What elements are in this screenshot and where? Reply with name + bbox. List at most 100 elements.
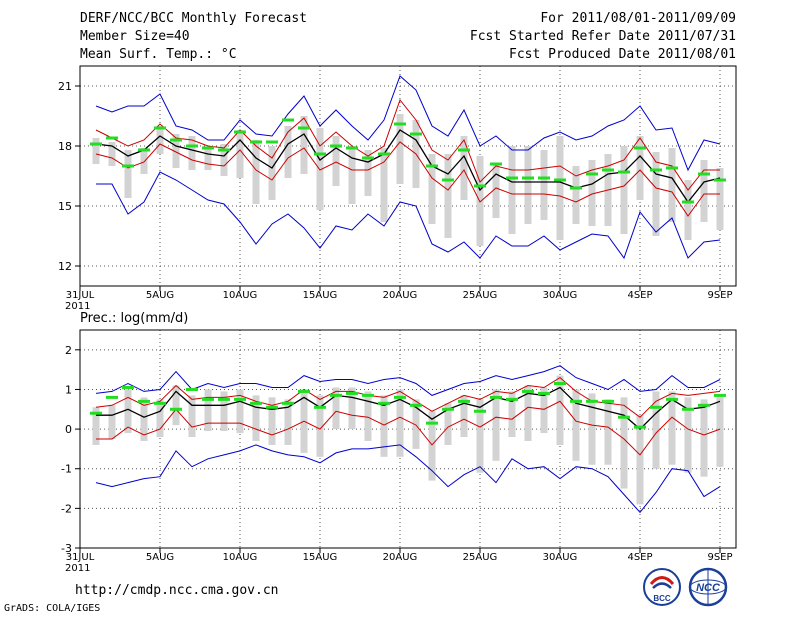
range-box xyxy=(428,154,436,224)
member-marker xyxy=(602,168,614,172)
bcc-logo-text: BCC xyxy=(653,594,671,603)
member-marker xyxy=(634,146,646,150)
start-refer-date: Fcst Started Refer Date 2011/07/31 xyxy=(469,29,736,44)
range-box xyxy=(300,116,308,174)
member-marker xyxy=(202,146,214,150)
range-box xyxy=(604,399,612,465)
member-marker xyxy=(234,130,246,134)
x-tick-year-label: 2011 xyxy=(65,301,90,312)
range-box xyxy=(588,393,596,465)
y-tick-label: -1 xyxy=(61,463,72,476)
upper_spread-line xyxy=(95,98,720,191)
x-tick-label: 10AUG xyxy=(223,290,258,301)
chart-title: DERF/NCC/BCC Monthly Forecast xyxy=(80,11,307,26)
member-marker xyxy=(362,393,374,397)
member-marker xyxy=(570,186,582,190)
member-marker xyxy=(170,407,182,411)
bcc-logo: BCC xyxy=(643,568,681,606)
x-tick-label: 4SEP xyxy=(627,552,652,563)
range-box xyxy=(428,411,436,481)
ncc-logo-text: NCC xyxy=(696,582,721,594)
range-box xyxy=(412,399,420,449)
member-marker xyxy=(250,140,262,144)
member-marker xyxy=(666,397,678,401)
member-marker xyxy=(714,178,726,182)
member-marker xyxy=(394,395,406,399)
member-marker xyxy=(442,178,454,182)
x-tick-label: 20AUG xyxy=(383,552,418,563)
member-marker xyxy=(426,421,438,425)
forecast-period: For 2011/08/01-2011/09/09 xyxy=(540,11,736,26)
y-tick-label: 12 xyxy=(58,260,72,273)
range-box xyxy=(636,415,644,505)
range-box xyxy=(444,403,452,445)
member-marker xyxy=(314,152,326,156)
range-box xyxy=(124,389,132,434)
source-url[interactable]: http://cmdp.ncc.cma.gov.cn xyxy=(75,583,279,598)
member-marker xyxy=(410,403,422,407)
range-box xyxy=(396,389,404,457)
range-box xyxy=(348,387,356,430)
member-marker xyxy=(698,403,710,407)
range-box xyxy=(460,395,468,438)
range-box xyxy=(652,152,660,236)
member-marker xyxy=(346,391,358,395)
range-box xyxy=(332,387,340,430)
x-tick-label: 5AUG xyxy=(146,290,174,301)
x-tick-year-label: 2011 xyxy=(65,563,90,574)
member-marker xyxy=(90,411,102,415)
x-tick-label: 20AUG xyxy=(383,290,418,301)
member-marker xyxy=(378,401,390,405)
range-box xyxy=(316,395,324,457)
range-box xyxy=(140,397,148,441)
member-marker xyxy=(490,162,502,166)
range-box xyxy=(204,389,212,432)
range-box xyxy=(140,148,148,174)
x-tick-label: 30AUG xyxy=(543,552,578,563)
range-box xyxy=(332,136,340,186)
member-marker xyxy=(474,184,486,188)
member-marker xyxy=(618,170,630,174)
range-box xyxy=(220,391,228,432)
x-tick-label: 31JUL xyxy=(66,552,95,563)
member-marker xyxy=(522,176,534,180)
x-tick-label: 9SEP xyxy=(707,552,732,563)
member-marker xyxy=(90,142,102,146)
member-marker xyxy=(490,395,502,399)
member-marker xyxy=(506,176,518,180)
ncc-logo: NCC xyxy=(688,567,728,607)
y-tick-label: -3 xyxy=(61,542,72,555)
member-marker xyxy=(666,166,678,170)
range-box xyxy=(572,166,580,224)
range-box xyxy=(364,150,372,196)
variable-label-prec: Prec.: log(mm/d) xyxy=(80,311,188,326)
member-marker xyxy=(538,176,550,180)
member-marker xyxy=(586,399,598,403)
range-box xyxy=(124,150,132,198)
range-box xyxy=(524,385,532,441)
member-marker xyxy=(282,118,294,122)
range-box xyxy=(92,407,100,445)
member-marker xyxy=(170,138,182,142)
x-tick-label: 4SEP xyxy=(627,290,652,301)
range-box xyxy=(700,160,708,222)
y-tick-label: 1 xyxy=(65,383,72,396)
max-line xyxy=(95,75,721,172)
member-marker xyxy=(298,389,310,393)
member-marker xyxy=(122,164,134,168)
member-marker xyxy=(106,395,118,399)
x-tick-label: 25AUG xyxy=(463,552,498,563)
member-marker xyxy=(234,397,246,401)
range-box xyxy=(172,134,180,168)
range-box xyxy=(236,130,244,178)
range-box xyxy=(572,389,580,461)
member-marker xyxy=(330,144,342,148)
range-box xyxy=(364,391,372,441)
member-marker xyxy=(282,401,294,405)
member-marker xyxy=(250,401,262,405)
range-box xyxy=(700,399,708,477)
member-size: Member Size=40 xyxy=(80,29,190,44)
member-marker xyxy=(538,391,550,395)
